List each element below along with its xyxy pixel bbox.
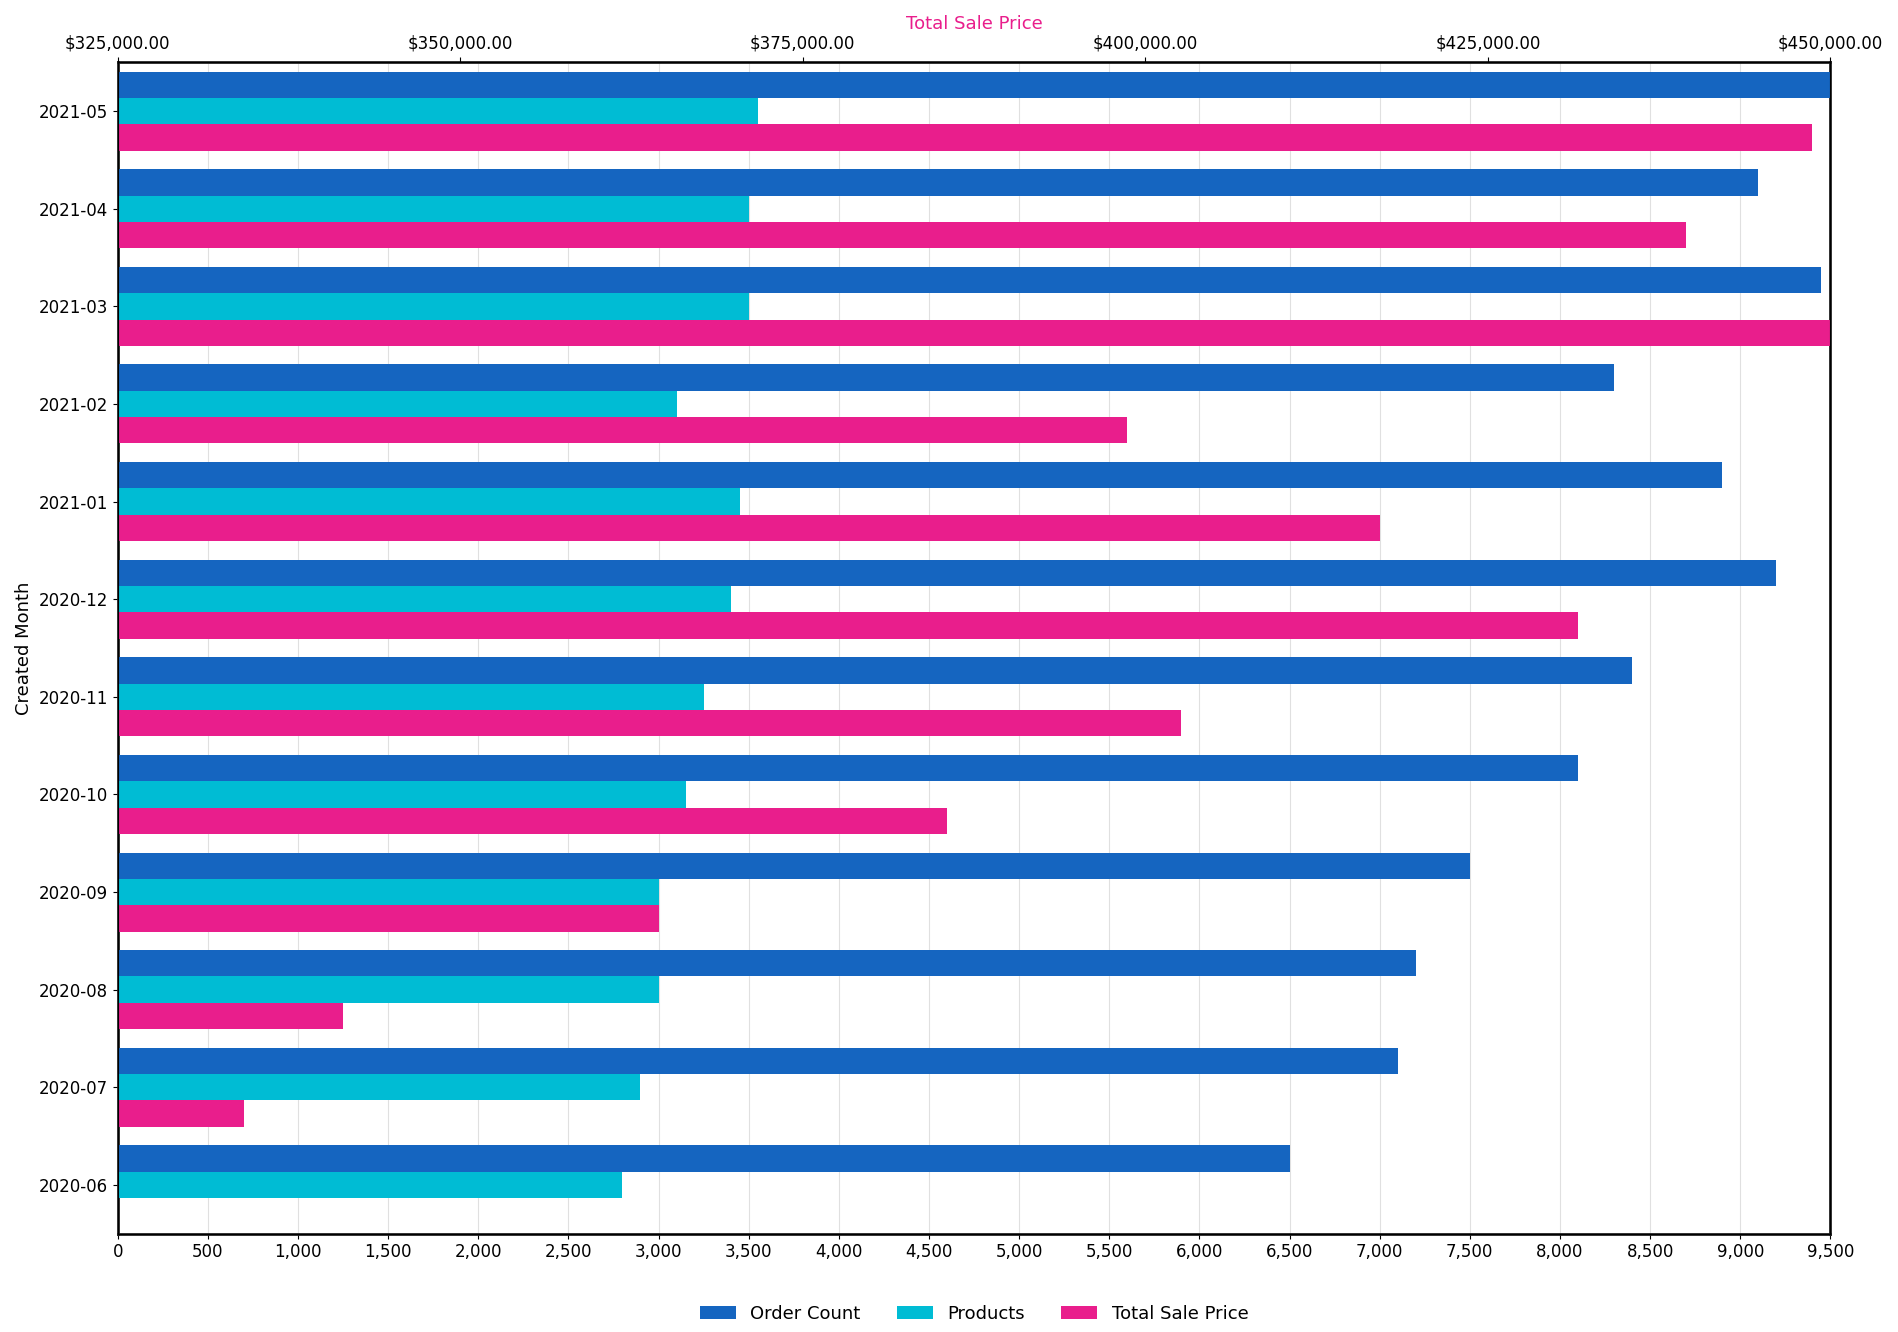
Bar [118, 489, 740, 514]
Bar [118, 1003, 344, 1030]
Y-axis label: Created Month: Created Month [15, 581, 32, 715]
Bar [118, 683, 704, 710]
Bar [118, 72, 1830, 99]
Bar [118, 559, 1777, 586]
Bar [118, 99, 757, 124]
Bar [118, 514, 1380, 541]
Bar [118, 755, 1577, 782]
Bar [118, 124, 1813, 151]
Bar [118, 417, 1127, 444]
Bar [118, 169, 1758, 196]
Bar [118, 266, 1822, 293]
Bar [118, 365, 1613, 390]
Bar [118, 807, 947, 834]
Bar [118, 462, 1721, 489]
X-axis label: Total Sale Price: Total Sale Price [905, 15, 1042, 33]
Bar [118, 196, 748, 222]
Bar [118, 390, 676, 417]
Bar [118, 320, 1839, 346]
Bar [118, 1048, 1397, 1074]
Bar [118, 1172, 623, 1197]
Bar [118, 293, 748, 320]
Bar [118, 1074, 640, 1100]
Bar [118, 976, 659, 1003]
Legend: Order Count, Products, Total Sale Price: Order Count, Products, Total Sale Price [693, 1297, 1255, 1331]
Bar [118, 906, 659, 931]
Bar [118, 852, 1469, 879]
Bar [118, 950, 1416, 976]
Bar [118, 657, 1632, 683]
Bar [118, 222, 1685, 248]
Bar [118, 1100, 243, 1127]
Bar [118, 613, 1577, 639]
Bar [118, 710, 1181, 737]
Bar [118, 879, 659, 906]
Bar [118, 782, 685, 807]
Bar [118, 586, 731, 613]
Bar [118, 1146, 1289, 1172]
